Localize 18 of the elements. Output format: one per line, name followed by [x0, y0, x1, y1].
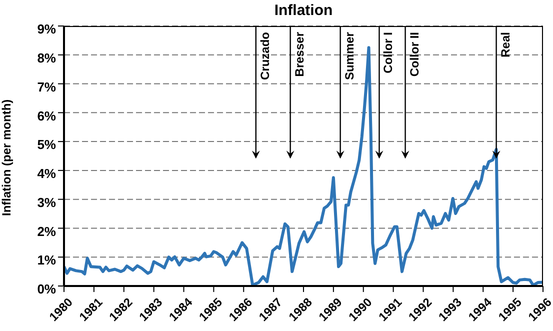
y-tick-label: 2% — [37, 224, 56, 239]
ref-line-label: Bresser — [292, 32, 306, 77]
y-tick-label: 4% — [37, 166, 56, 182]
ref-line-label: Summer — [342, 32, 356, 80]
y-tick-label: 3% — [37, 194, 56, 210]
y-tick-label: 9% — [37, 22, 56, 37]
y-tick-label: 8% — [37, 50, 56, 66]
y-tick-label: 0% — [37, 282, 56, 297]
y-tick-label: 1% — [37, 252, 56, 268]
y-tick-label: 6% — [37, 108, 56, 124]
ref-line-label: Collor II — [407, 32, 422, 77]
ref-line-label: Real — [498, 32, 512, 58]
y-tick-label: 5% — [37, 137, 56, 152]
chart-title: Inflation — [273, 2, 334, 19]
ref-line-label: Collor I — [381, 32, 396, 74]
ref-line-label: Cruzado — [258, 32, 272, 80]
y-tick-label: 7% — [37, 79, 56, 94]
y-axis-title: Inflation (per month) — [0, 99, 14, 216]
